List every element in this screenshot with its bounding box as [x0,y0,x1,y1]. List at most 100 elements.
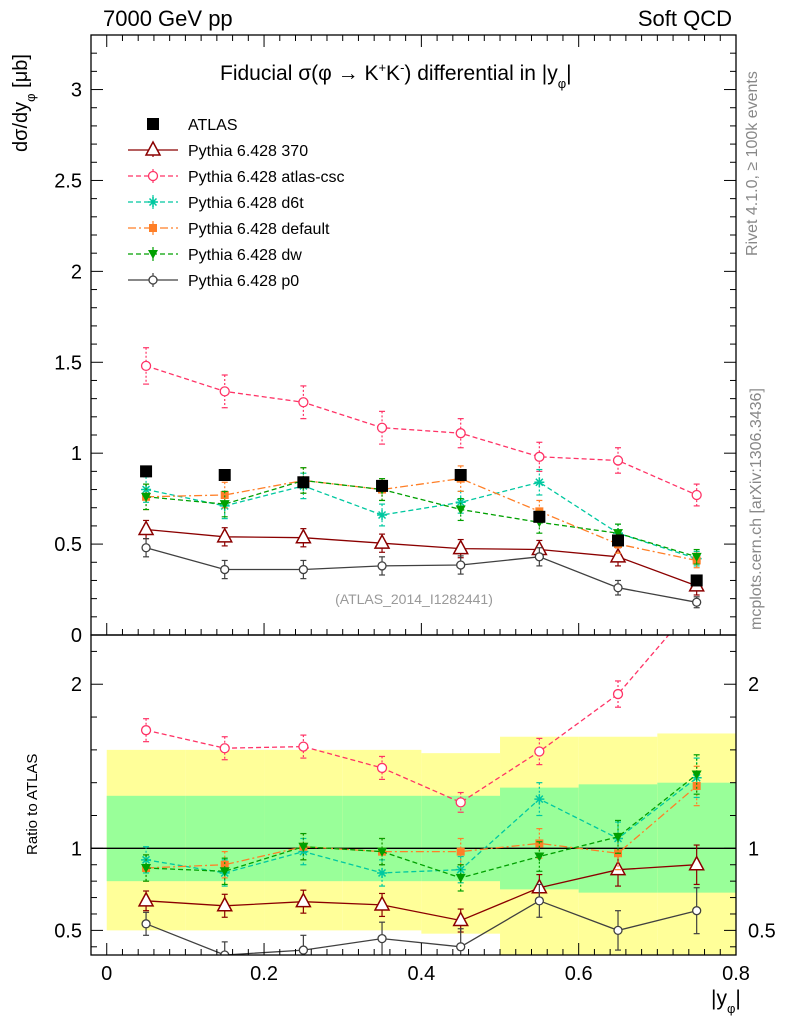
ratio-point-pythia-6-428-default [456,847,465,856]
ratio-point-pythia-6-428-p0 [456,942,466,952]
main-point-pythia-6-428-atlas-csc [219,386,230,397]
legend-entry-pythia-6-428-default: Pythia 6.428 default [128,221,330,238]
xlabel-sub: φ [727,1001,735,1016]
legend-label: Pythia 6.428 atlas-csc [188,169,345,186]
main-point-pythia-6-428-370 [295,528,312,544]
main-y-tick-label: 0 [71,625,82,647]
ratio-line-pythia-6-428-atlas-csc [145,635,670,804]
main-line-pythia-6-428-atlas-csc [145,365,697,496]
main-point-atlas [376,479,389,492]
ratio-y-tick-label-left: 2 [71,674,82,696]
ratio-point-pythia-6-428-370 [216,896,233,912]
legend-marker [144,140,162,156]
main-point-pythia-6-428-atlas-csc [691,489,702,501]
main-point-pythia-6-428-atlas-csc [612,455,624,466]
main-point-pythia-6-428-370 [137,519,155,536]
legend-marker [149,224,157,232]
ratio-point-pythia-6-428-atlas-csc [140,725,152,736]
x-tick-label: 0.6 [565,963,593,985]
main-line-pythia-6-428-d6t [145,481,697,560]
legend-label: Pythia 6.428 d6t [188,195,304,212]
ratio-point-pythia-6-428-default [692,781,701,790]
process-label: Soft QCD [637,6,732,31]
ratio-point-pythia-6-428-p0 [613,925,623,936]
ratio-point-pythia-6-428-p0 [692,906,702,916]
main-y-tick-label: 2.5 [54,170,82,192]
ratio-point-pythia-6-428-p0 [377,933,387,944]
ratio-series-pythia-6-428-p0 [141,883,702,955]
legend-entry-pythia-6-428-p0: Pythia 6.428 p0 [128,273,299,290]
ratio-y-tick-label-right: 1 [748,838,759,860]
ratio-plot-frame [90,634,737,956]
ratio-y-tick-label-right: 0.5 [748,920,776,942]
main-point-atlas [690,574,703,587]
ratio-point-pythia-6-428-atlas-csc [534,746,545,757]
legend-marker [147,118,159,130]
main-point-pythia-6-428-d6t [377,510,388,520]
ylabel-sub: φ [23,93,38,101]
legend-marker [148,250,158,259]
x-axis-label: |yφ| [711,987,741,1016]
analysis-watermark: (ATLAS_2014_I1282441) [335,591,493,607]
main-point-atlas [454,469,467,481]
main-point-pythia-6-428-dw [141,492,152,502]
main-point-pythia-6-428-370 [452,539,469,555]
ratio-line-pythia-6-428-p0 [145,900,697,955]
ratio-series-pythia-6-428-370 [137,844,705,933]
main-point-atlas [612,534,625,547]
ratio-point-pythia-6-428-p0 [141,919,151,929]
main-point-pythia-6-428-atlas-csc [140,360,152,372]
main-point-atlas [297,476,310,489]
main-point-atlas [218,469,231,481]
ratio-point-pythia-6-428-370 [137,891,155,907]
ratio-point-pythia-6-428-p0 [220,950,230,955]
ratio-point-pythia-6-428-d6t [377,867,388,878]
ratio-y-tick-label-right: 2 [748,674,759,696]
main-point-pythia-6-428-p0 [298,564,309,575]
main-line-pythia-6-428-default [146,477,697,562]
main-point-pythia-6-428-p0 [692,597,702,607]
x-tick-label: 0.2 [250,963,278,985]
legend-entry-atlas: ATLAS [147,117,238,134]
ratio-series-pythia-6-428-atlas-csc [140,635,670,813]
chart-title: Fiducial σ(φ → K+K-) differential in |yφ… [220,60,572,91]
main-point-pythia-6-428-dw [455,505,466,515]
legend-entry-pythia-6-428-370: Pythia 6.428 370 [128,140,308,160]
title-prefix: Fiducial [220,62,298,85]
ratio-y-axis-label: Ratio to ATLAS [24,754,41,855]
main-y-axis-label: dσ/dyφ [μb] [10,54,38,152]
x-tick-label: 0.4 [407,963,435,985]
main-series-atlas [140,465,703,587]
ratio-point-pythia-6-428-dw [613,832,624,842]
ratio-line-pythia-6-428-default [146,785,698,869]
main-line-pythia-6-428-p0 [145,547,697,603]
main-y-tick-label: 1.5 [54,352,82,374]
ratio-point-pythia-6-428-dw [455,873,466,883]
legend-marker [148,275,158,285]
ratio-point-pythia-6-428-p0 [534,896,545,906]
x-tick-label: 0.8 [722,963,750,985]
ratio-y-tick-label-left: 0.5 [54,920,82,942]
title-rest: ) differential in |y [404,62,558,85]
main-line-pythia-6-428-370 [146,528,697,587]
ratio-line-pythia-6-428-d6t [145,777,698,874]
ratio-point-pythia-6-428-atlas-csc [455,797,466,808]
legend-entry-pythia-6-428-d6t: Pythia 6.428 d6t [128,195,304,212]
main-series-pythia-6-428-p0 [141,538,702,609]
main-point-pythia-6-428-p0 [613,583,623,593]
ratio-series-pythia-6-428-dw [141,754,702,892]
legend-label: Pythia 6.428 370 [188,143,308,160]
ratio-point-pythia-6-428-p0 [298,945,309,955]
main-point-pythia-6-428-p0 [456,560,466,570]
title-sub: φ [558,76,566,91]
ratio-line-pythia-6-428-dw [146,773,698,879]
ratio-point-pythia-6-428-dw [141,864,152,874]
main-point-atlas [533,510,546,523]
main-point-pythia-6-428-dw [613,529,624,539]
main-y-tick-label: 3 [71,80,82,102]
main-series-pythia-6-428-atlas-csc [140,347,702,507]
ratio-point-pythia-6-428-dw [691,770,702,780]
ratio-y-tick-label-left: 1 [71,838,82,860]
main-line-pythia-6-428-dw [146,479,697,558]
